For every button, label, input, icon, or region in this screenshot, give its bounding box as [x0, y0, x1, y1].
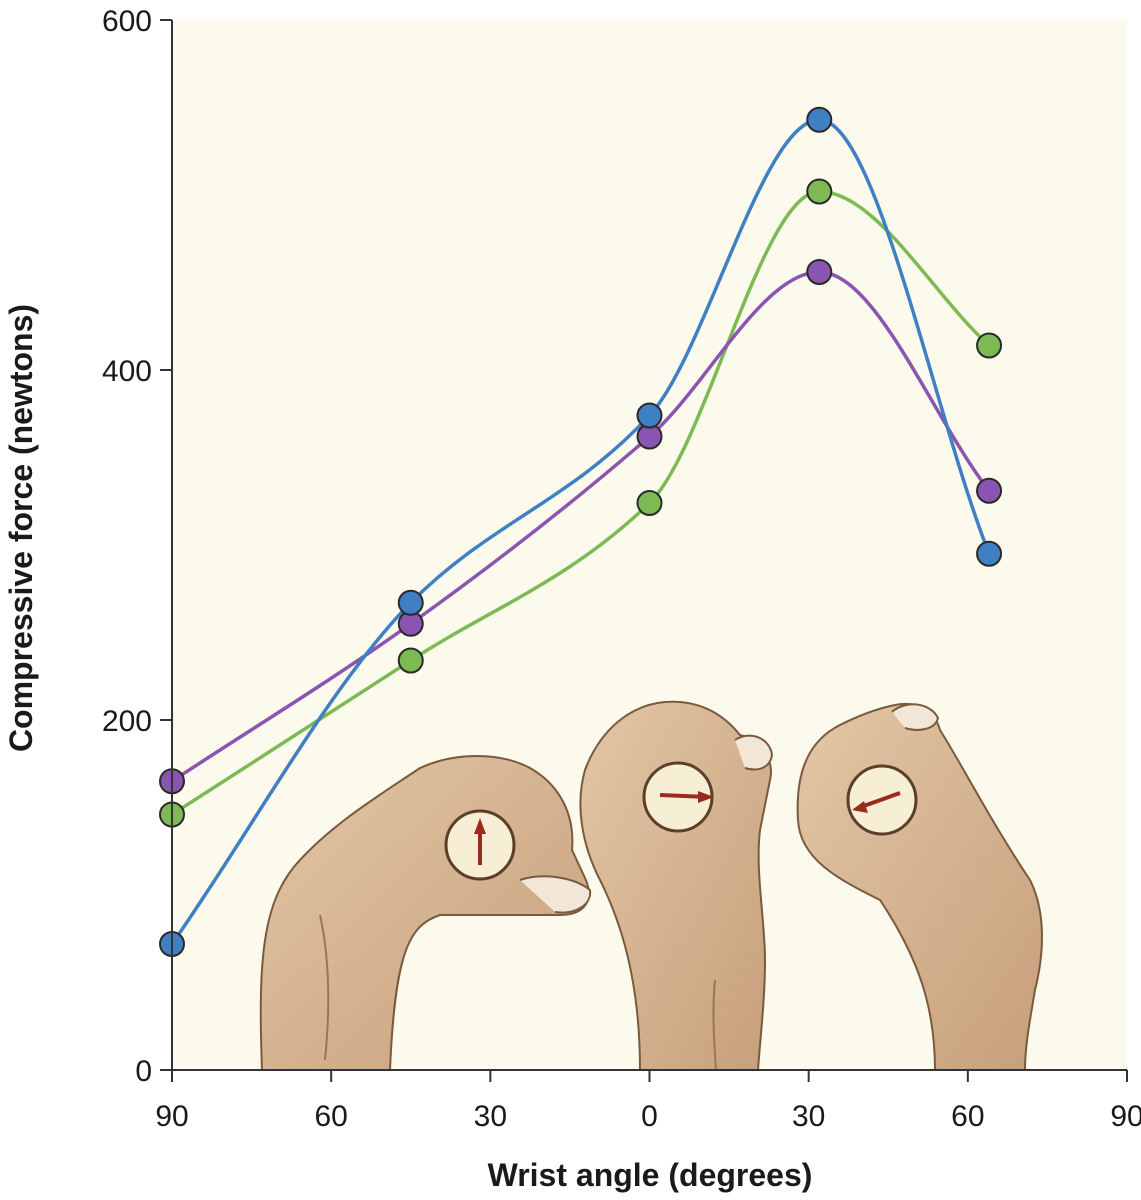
y-tick-label: 0 — [135, 1055, 152, 1088]
x-ticks: 90 60 30 0 30 60 90 — [155, 1070, 1141, 1133]
series-line — [170, 117, 991, 946]
data-point — [976, 332, 1003, 359]
y-axis-label: Compressive force (newtons) — [3, 304, 39, 752]
data-point — [806, 178, 833, 205]
x-tick-label: 60 — [314, 1100, 347, 1133]
y-tick-label: 200 — [102, 705, 152, 738]
hands-illustration — [259, 700, 1043, 1070]
hand-middle-illustration — [579, 700, 774, 1070]
x-tick-label: 30 — [792, 1100, 825, 1133]
data-point — [397, 647, 424, 674]
data-point — [636, 402, 663, 429]
x-tick-label: 60 — [951, 1100, 984, 1133]
data-point — [976, 540, 1003, 567]
y-tick-label: 400 — [102, 355, 152, 388]
data-point — [976, 477, 1003, 504]
data-point — [806, 259, 833, 285]
x-tick-label: 0 — [641, 1100, 658, 1133]
x-tick-label: 90 — [155, 1100, 188, 1133]
x-tick-label: 30 — [474, 1100, 507, 1133]
y-ticks: 0 200 400 600 — [102, 5, 172, 1088]
y-tick-label: 600 — [102, 5, 152, 38]
data-point — [397, 589, 424, 616]
hand-right-illustration — [796, 702, 1043, 1070]
data-point — [636, 490, 663, 516]
hand-left-illustration — [259, 755, 592, 1070]
x-tick-label: 90 — [1110, 1100, 1141, 1133]
data-point — [806, 106, 833, 133]
x-axis-label: Wrist angle (degrees) — [488, 1157, 813, 1193]
